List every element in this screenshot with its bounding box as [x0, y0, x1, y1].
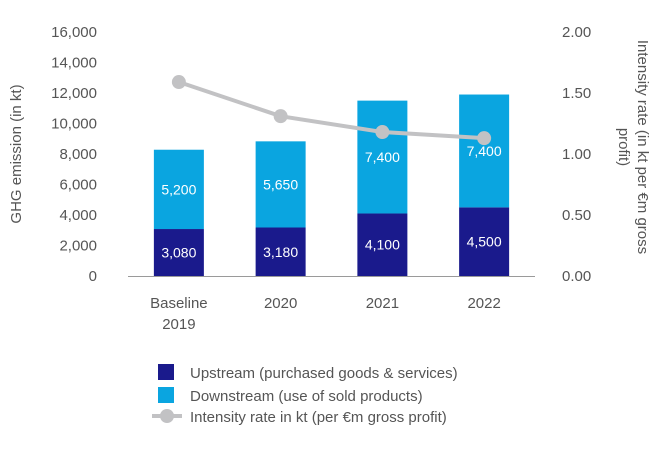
- y-left-tick-label: 16,000: [51, 24, 97, 41]
- bar-label-upstream: 4,500: [467, 234, 502, 250]
- y-right-tick-label: 1.00: [562, 146, 591, 163]
- bar-label-upstream: 3,180: [263, 244, 298, 260]
- bar-label-downstream: 5,200: [161, 181, 196, 197]
- bar-upstream: [357, 213, 408, 276]
- legend-swatch-downstream: [158, 387, 174, 403]
- bar-label-upstream: 4,100: [365, 237, 400, 253]
- legend-label-upstream: Upstream (purchased goods & services): [190, 365, 458, 382]
- x-tick-label: 2022: [467, 295, 500, 312]
- bar-downstream: [255, 141, 306, 228]
- y-left-tick-label: 6,000: [59, 177, 97, 194]
- bar-label-upstream: 3,080: [161, 245, 196, 261]
- x-tick-label: 2019: [162, 316, 195, 333]
- y-left-tick-label: 2,000: [59, 238, 97, 255]
- bar-upstream: [255, 227, 306, 276]
- bar-label-downstream: 7,400: [365, 149, 400, 165]
- y-left-tick-label: 8,000: [59, 146, 97, 163]
- y-right-tick-label: 0.00: [562, 268, 591, 285]
- x-tick-label: 2020: [264, 295, 297, 312]
- x-tick-label: Baseline: [150, 295, 208, 312]
- bar-downstream: [357, 100, 408, 214]
- bar-label-downstream: 5,650: [263, 176, 298, 192]
- bar-upstream: [153, 229, 204, 276]
- bar-label-downstream: 7,400: [467, 143, 502, 159]
- y-left-tick-label: 0: [89, 268, 97, 285]
- x-tick-label: 2021: [366, 295, 399, 312]
- intensity-point: [375, 125, 390, 140]
- legend-swatch-upstream: [158, 364, 174, 380]
- legend-label-downstream: Downstream (use of sold products): [190, 388, 423, 405]
- intensity-line: [178, 80, 485, 141]
- y-right-tick-label: 0.50: [562, 207, 591, 224]
- intensity-point: [273, 109, 288, 124]
- y-right-tick-label: 2.00: [562, 24, 591, 41]
- y-left-tick-label: 10,000: [51, 116, 97, 133]
- y-left-tick-label: 14,000: [51, 55, 97, 72]
- y-right-tick-label: 1.50: [562, 85, 591, 102]
- legend-marker-intensity: [160, 409, 174, 423]
- y-right-axis-title: Intensity rate (in kt per €m gross: [634, 40, 651, 254]
- bar-downstream: [153, 149, 204, 230]
- y-left-tick-label: 12,000: [51, 85, 97, 102]
- y-right-axis-title-line2: profit): [615, 128, 632, 166]
- bar-downstream: [459, 94, 510, 208]
- legend-label-intensity: Intensity rate in kt (per €m gross profi…: [190, 409, 447, 426]
- y-left-tick-label: 4,000: [59, 207, 97, 224]
- bar-upstream: [459, 207, 510, 276]
- intensity-point: [477, 131, 492, 146]
- intensity-point: [171, 75, 186, 90]
- y-left-axis-title: GHG emission (in kt): [8, 84, 25, 223]
